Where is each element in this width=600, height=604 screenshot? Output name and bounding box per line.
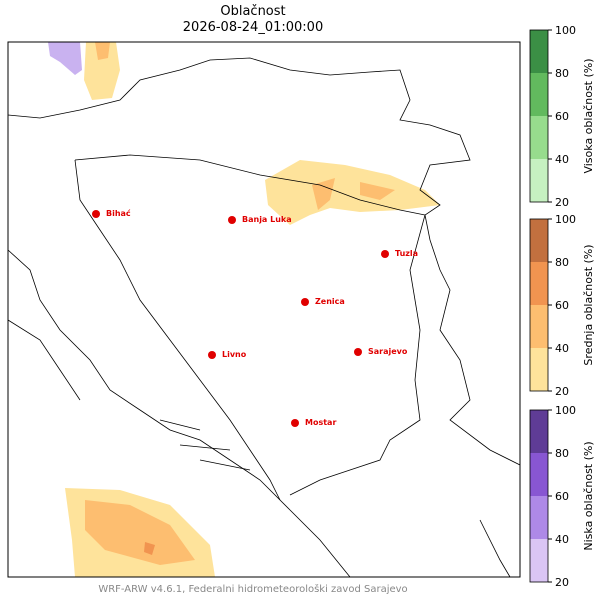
city-label: Banja Luka (242, 215, 292, 224)
colorbar-segment (530, 453, 548, 496)
footer: WRF-ARW v4.6.1, Federalni hidrometeorolo… (98, 583, 407, 595)
colorbar-segment (530, 73, 548, 116)
colorbar-label: Visoka oblačnost (%) (582, 58, 595, 173)
colorbar-segment (530, 539, 548, 582)
colorbar-tick-label: 100 (555, 213, 576, 226)
city-label: Zenica (315, 297, 345, 306)
colorbar-segment (530, 410, 548, 453)
colorbar-tick-label: 60 (555, 299, 569, 312)
colorbar-segment (530, 30, 548, 73)
city-label: Tuzla (395, 249, 418, 258)
cities: Bihać Banja Luka Tuzla Zenica Livno Sara… (92, 208, 418, 427)
colorbar-tick-label: 80 (555, 67, 569, 80)
colorbar-segment (530, 348, 548, 391)
colorbar-segment (530, 496, 548, 539)
colorbar-segment (530, 116, 548, 159)
colorbar-tick-label: 100 (555, 24, 576, 37)
city-label: Mostar (305, 418, 336, 427)
colorbar-tick-label: 40 (555, 153, 569, 166)
colorbar-tick-label: 60 (555, 490, 569, 503)
city-label: Livno (222, 350, 247, 359)
colorbar-tick-label: 40 (555, 342, 569, 355)
colorbar-tick-label: 60 (555, 110, 569, 123)
colorbar-tick-label: 100 (555, 404, 576, 417)
colorbar-label: Srednja oblačnost (%) (582, 244, 595, 365)
map (7, 41, 521, 578)
colorbar-tick-label: 20 (555, 576, 569, 589)
colorbar-label: Niska oblačnost (%) (582, 441, 595, 550)
colorbar-tick-label: 20 (555, 196, 569, 209)
colorbar-tick-label: 80 (555, 256, 569, 269)
colorbar-tick-label: 20 (555, 385, 569, 398)
colorbar-tick-label: 40 (555, 533, 569, 546)
colorbar-segment (530, 305, 548, 348)
title: Oblačnost (220, 4, 285, 19)
city-label: Sarajevo (368, 347, 408, 356)
colorbar-segment (530, 219, 548, 262)
colorbar-segment (530, 159, 548, 202)
subtitle: 2026-08-24_01:00:00 (183, 20, 323, 35)
colorbar-segment (530, 262, 548, 305)
colorbar-tick-label: 80 (555, 447, 569, 460)
city-label: Bihać (106, 208, 131, 218)
